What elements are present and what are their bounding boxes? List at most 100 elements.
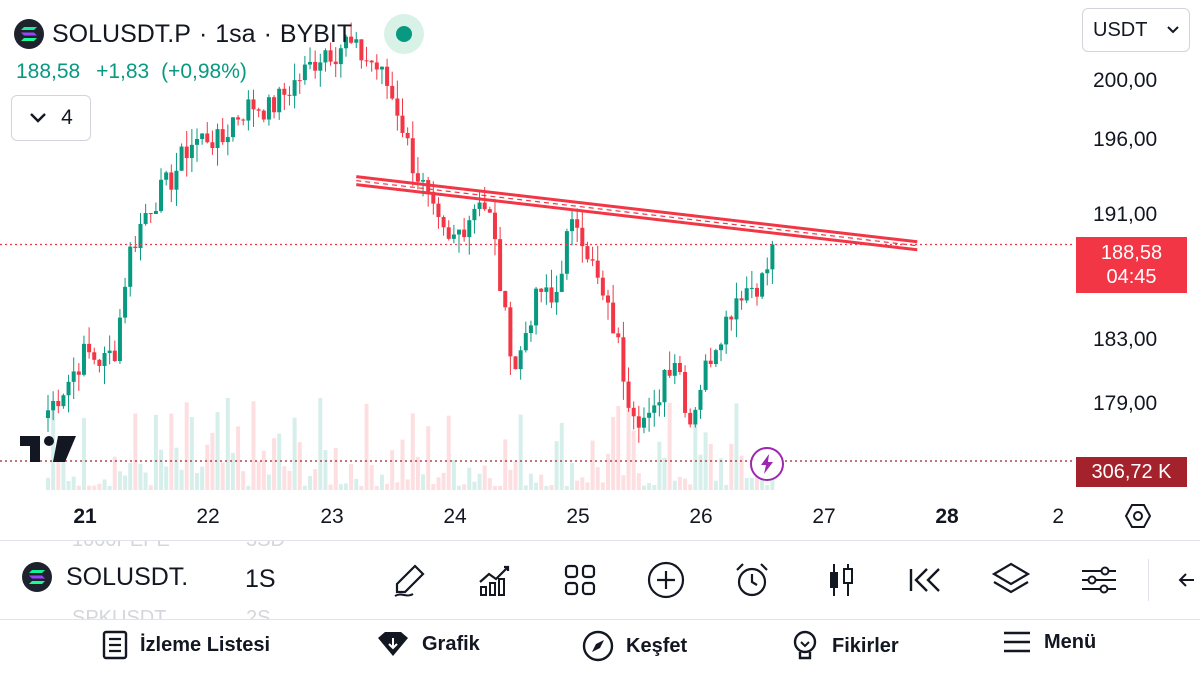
chevron-down-icon bbox=[30, 113, 47, 123]
volume-bar bbox=[662, 457, 667, 490]
volume-bar bbox=[719, 458, 724, 490]
volume-bar bbox=[744, 477, 749, 490]
indicators-count: 4 bbox=[61, 106, 73, 129]
volume-bar bbox=[441, 472, 446, 490]
candle-body bbox=[272, 97, 277, 113]
add-circle-icon[interactable] bbox=[645, 559, 687, 601]
nav-ideas[interactable]: Fikirler bbox=[790, 630, 899, 662]
candle-body bbox=[102, 352, 107, 366]
candle-body bbox=[713, 350, 718, 365]
candle-body bbox=[189, 144, 194, 159]
nav-menu[interactable]: Menü bbox=[1002, 630, 1096, 654]
volume-bar bbox=[51, 409, 56, 490]
nav-watchlist[interactable]: İzleme Listesi bbox=[102, 630, 270, 660]
market-open-indicator[interactable] bbox=[384, 14, 425, 54]
date-tick: 24 bbox=[443, 505, 467, 528]
candle-body bbox=[51, 401, 56, 411]
candle-body bbox=[421, 180, 426, 182]
candle-body bbox=[441, 217, 446, 228]
candle-body bbox=[251, 99, 256, 110]
volume-bar bbox=[297, 442, 302, 490]
volume-bar bbox=[708, 443, 713, 490]
date-tick: 22 bbox=[196, 505, 220, 528]
candle-body bbox=[765, 269, 770, 274]
candle-body bbox=[333, 61, 338, 65]
candle-body bbox=[133, 246, 138, 249]
candle-body bbox=[683, 372, 688, 413]
volume-bar bbox=[426, 426, 431, 490]
volume-bar bbox=[626, 406, 631, 490]
volume-bar bbox=[621, 475, 626, 490]
candlestick-icon[interactable] bbox=[820, 559, 862, 601]
nav-explore[interactable]: Keşfet bbox=[582, 630, 687, 662]
chart-area[interactable]: SOLUSDT.P · 1sa · BYBIT 188,58 +1,83 (+0… bbox=[0, 0, 1075, 495]
header-change: +1,83 bbox=[96, 60, 150, 83]
candle-body bbox=[708, 360, 713, 365]
alarm-clock-icon[interactable] bbox=[731, 559, 773, 601]
candle-body bbox=[138, 223, 143, 249]
volume-bar bbox=[318, 397, 323, 490]
volume-bar bbox=[616, 405, 621, 490]
volume-bar bbox=[580, 477, 585, 490]
candle-body bbox=[549, 287, 554, 303]
chevron-down-icon bbox=[1167, 26, 1179, 34]
candle-body bbox=[744, 288, 749, 301]
candle-body bbox=[81, 343, 86, 375]
currency-selector[interactable]: USDT bbox=[1082, 8, 1190, 52]
time-axis[interactable]: 21 22 23 24 25 26 27 28 29 bbox=[0, 497, 1200, 533]
volume-bar bbox=[210, 432, 215, 490]
arrow-left-icon[interactable] bbox=[1172, 559, 1200, 601]
volume-bar bbox=[71, 476, 76, 490]
volume-bar bbox=[328, 484, 333, 490]
candle-body bbox=[729, 316, 734, 320]
date-tick: 26 bbox=[689, 505, 713, 528]
volume-bar bbox=[467, 467, 472, 490]
tradingview-logo-icon[interactable] bbox=[20, 436, 76, 467]
candle-body bbox=[503, 291, 508, 308]
volume-bar bbox=[641, 485, 646, 490]
pencil-draw-icon[interactable] bbox=[388, 559, 430, 601]
candle-body bbox=[410, 138, 415, 174]
candle-body bbox=[554, 291, 559, 303]
indicators-icon[interactable] bbox=[473, 559, 515, 601]
volume-bar bbox=[123, 475, 128, 490]
replay-icon[interactable] bbox=[904, 559, 946, 601]
candle-body bbox=[760, 273, 765, 297]
price-chart[interactable] bbox=[0, 0, 1075, 495]
currency-label: USDT bbox=[1093, 18, 1148, 41]
price-axis[interactable]: 200,00 196,00 191,00 183,00 179,00 bbox=[1075, 0, 1200, 495]
volume-bar bbox=[117, 471, 122, 490]
candle-body bbox=[693, 409, 698, 425]
candle-body bbox=[61, 395, 66, 407]
lightning-icon[interactable] bbox=[750, 447, 784, 481]
volume-bar bbox=[230, 452, 235, 490]
candle-body bbox=[159, 179, 164, 212]
volume-bar bbox=[647, 483, 652, 490]
candle-body bbox=[369, 60, 374, 63]
price-tick: 183,00 bbox=[1093, 328, 1158, 351]
symbol-header[interactable]: SOLUSDT.P · 1sa · BYBIT bbox=[14, 14, 425, 54]
volume-bar bbox=[564, 485, 569, 490]
layout-grid-icon[interactable] bbox=[559, 559, 601, 601]
layers-icon[interactable] bbox=[990, 559, 1032, 601]
volume-label: 306,72 K bbox=[1076, 457, 1187, 487]
interval-picker[interactable]: 1S bbox=[245, 565, 276, 593]
volume-bar bbox=[600, 482, 605, 490]
candle-body bbox=[169, 172, 174, 190]
candle-body bbox=[641, 417, 646, 428]
date-tick: 28 bbox=[935, 505, 959, 528]
volume-bar bbox=[92, 485, 97, 490]
symbol-picker[interactable]: SOLUSDT. bbox=[22, 562, 188, 592]
candle-body bbox=[179, 146, 184, 171]
volume-bar bbox=[200, 466, 205, 490]
header-exchange: BYBIT bbox=[279, 19, 353, 48]
settings-hexagon-icon[interactable] bbox=[1124, 502, 1152, 535]
settings-sliders-icon[interactable] bbox=[1078, 559, 1120, 601]
candle-body bbox=[703, 360, 708, 390]
indicators-toggle-button[interactable]: 4 bbox=[11, 95, 91, 141]
nav-chart-label: Grafik bbox=[422, 632, 480, 655]
nav-chart[interactable]: Grafik bbox=[376, 630, 480, 658]
candle-body bbox=[657, 402, 662, 406]
volume-bar bbox=[729, 443, 734, 490]
volume-bar bbox=[457, 485, 462, 490]
